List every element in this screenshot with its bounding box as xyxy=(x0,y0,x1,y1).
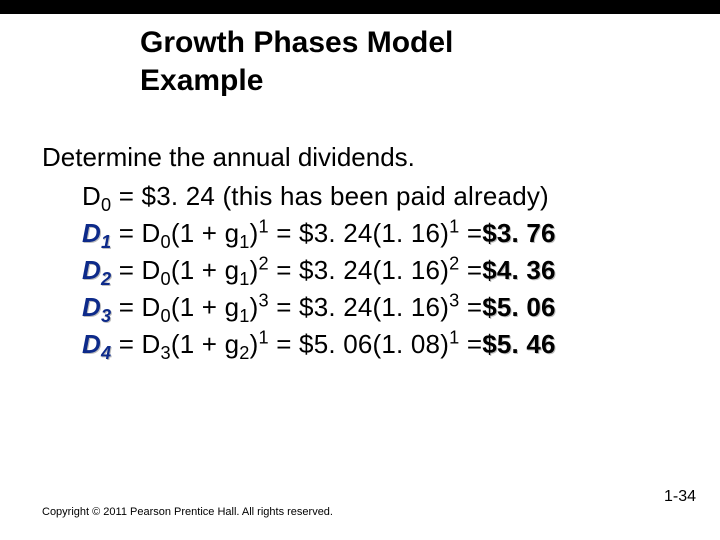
d4-tail-eq: = xyxy=(459,329,482,359)
d1-mid-exp: 1 xyxy=(449,217,459,237)
d4-base-sub: 3 xyxy=(161,344,171,364)
lead-text: Determine the annual dividends. xyxy=(42,140,678,175)
d4-lhs-sub: 4 xyxy=(101,344,111,364)
d3-mid-exp: 3 xyxy=(449,291,459,311)
d1-lhs-symbol: D xyxy=(82,218,101,248)
page-number: 1-34 xyxy=(664,488,696,506)
slide-title: Growth Phases Model Example xyxy=(140,24,660,99)
dividend-line-d1: D1 = D0(1 + g1)1 = $3. 24(1. 16)1 =$3. 7… xyxy=(82,216,678,251)
slide: Growth Phases Model Example Determine th… xyxy=(0,0,720,540)
d2-g-sub: 1 xyxy=(239,269,249,289)
d2-open: (1 + g xyxy=(171,255,239,285)
d4-g-sub: 2 xyxy=(239,344,249,364)
d3-base-sub: 0 xyxy=(161,307,171,327)
d3-exp: 3 xyxy=(258,291,268,311)
d2-mid-exp: 2 xyxy=(449,254,459,274)
d1-lhs-sub: 1 xyxy=(101,232,111,252)
title-line-2: Example xyxy=(140,62,660,100)
d0-subscript: 0 xyxy=(101,195,111,215)
dividend-line-d2: D2 = D0(1 + g1)2 = $3. 24(1. 16)2 =$4. 3… xyxy=(82,253,678,288)
d3-tail-eq: = xyxy=(459,292,482,322)
d4-eq: = D xyxy=(111,329,160,359)
d2-lhs-sub: 2 xyxy=(101,269,111,289)
dividend-line-d4: D4 = D3(1 + g2)1 = $5. 06(1. 08)1 =$5. 4… xyxy=(82,327,678,362)
top-bar xyxy=(0,0,720,14)
d4-result: $5. 46 xyxy=(482,329,556,359)
d3-eq: = D xyxy=(111,292,160,322)
d4-mid-exp: 1 xyxy=(449,328,459,348)
d1-eq: = D xyxy=(111,218,160,248)
d3-lhs-symbol: D xyxy=(82,292,101,322)
d3-lhs-sub: 3 xyxy=(101,307,111,327)
d2-mid: = $3. 24(1. 16) xyxy=(269,255,449,285)
d2-base-sub: 0 xyxy=(161,269,171,289)
copyright-text: Copyright © 2011 Pearson Prentice Hall. … xyxy=(42,506,333,518)
d4-lhs-symbol: D xyxy=(82,329,101,359)
d2-exp: 2 xyxy=(258,254,268,274)
d1-tail-eq: = xyxy=(459,218,482,248)
d1-result: $3. 76 xyxy=(482,218,556,248)
dividend-line-d0: D0 = $3. 24 (this has been paid already) xyxy=(82,179,678,214)
title-line-1: Growth Phases Model xyxy=(140,24,660,62)
d3-result: $5. 06 xyxy=(482,292,556,322)
d2-eq: = D xyxy=(111,255,160,285)
d0-symbol: D xyxy=(82,181,101,211)
d2-result: $4. 36 xyxy=(482,255,556,285)
d3-open: (1 + g xyxy=(171,292,239,322)
d3-g-sub: 1 xyxy=(239,307,249,327)
d1-g-sub: 1 xyxy=(239,232,249,252)
d4-open: (1 + g xyxy=(171,329,239,359)
d0-rest: = $3. 24 (this has been paid already) xyxy=(111,181,549,211)
dividend-line-d3: D3 = D0(1 + g1)3 = $3. 24(1. 16)3 =$5. 0… xyxy=(82,290,678,325)
d1-exp: 1 xyxy=(258,217,268,237)
d4-exp: 1 xyxy=(258,328,268,348)
d1-open: (1 + g xyxy=(171,218,239,248)
d1-mid: = $3. 24(1. 16) xyxy=(269,218,449,248)
d2-lhs-symbol: D xyxy=(82,255,101,285)
d3-mid: = $3. 24(1. 16) xyxy=(269,292,449,322)
d4-mid: = $5. 06(1. 08) xyxy=(269,329,449,359)
d2-tail-eq: = xyxy=(459,255,482,285)
slide-body: Determine the annual dividends. D0 = $3.… xyxy=(42,140,678,365)
d1-base-sub: 0 xyxy=(161,232,171,252)
